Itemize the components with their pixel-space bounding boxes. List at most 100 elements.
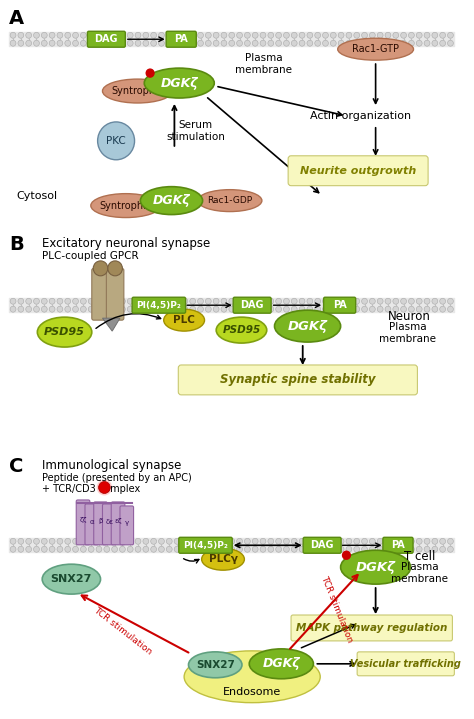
Circle shape: [260, 546, 266, 552]
Text: SNX27: SNX27: [51, 574, 92, 584]
Ellipse shape: [102, 79, 173, 103]
Circle shape: [237, 546, 243, 552]
FancyBboxPatch shape: [324, 297, 356, 313]
Text: TCR stimulation: TCR stimulation: [92, 605, 154, 656]
Circle shape: [190, 546, 196, 552]
Circle shape: [96, 32, 102, 38]
Text: Plasma
membrane: Plasma membrane: [235, 53, 292, 75]
Circle shape: [10, 546, 16, 552]
Circle shape: [73, 306, 79, 312]
Circle shape: [369, 546, 375, 552]
Circle shape: [252, 32, 258, 38]
FancyBboxPatch shape: [179, 537, 232, 553]
Circle shape: [409, 306, 414, 312]
Circle shape: [323, 539, 328, 544]
Ellipse shape: [216, 317, 267, 343]
FancyBboxPatch shape: [92, 268, 109, 320]
Text: Plasma
membrane: Plasma membrane: [391, 562, 448, 584]
Circle shape: [166, 539, 172, 544]
Circle shape: [401, 40, 407, 46]
Text: PA: PA: [174, 35, 188, 45]
Circle shape: [346, 298, 352, 304]
Circle shape: [205, 40, 211, 46]
Circle shape: [299, 306, 305, 312]
Circle shape: [34, 32, 39, 38]
Circle shape: [307, 40, 313, 46]
Circle shape: [198, 298, 203, 304]
Circle shape: [88, 32, 94, 38]
Circle shape: [213, 40, 219, 46]
Circle shape: [26, 40, 32, 46]
Circle shape: [198, 32, 203, 38]
Circle shape: [385, 32, 391, 38]
Circle shape: [292, 539, 297, 544]
Circle shape: [229, 539, 235, 544]
Circle shape: [362, 298, 367, 304]
Circle shape: [229, 32, 235, 38]
Text: TCR stimulation: TCR stimulation: [319, 574, 354, 644]
Circle shape: [49, 546, 55, 552]
Circle shape: [108, 261, 122, 276]
Circle shape: [447, 40, 453, 46]
Circle shape: [369, 298, 375, 304]
Circle shape: [158, 306, 164, 312]
Circle shape: [104, 298, 109, 304]
Text: SNX27: SNX27: [196, 660, 235, 670]
FancyBboxPatch shape: [76, 500, 90, 545]
Circle shape: [440, 539, 446, 544]
Circle shape: [135, 306, 141, 312]
Circle shape: [93, 261, 108, 276]
Circle shape: [166, 32, 172, 38]
Circle shape: [330, 306, 336, 312]
Circle shape: [432, 40, 438, 46]
Circle shape: [354, 32, 360, 38]
Text: PKC: PKC: [106, 136, 126, 146]
Circle shape: [283, 32, 289, 38]
Circle shape: [143, 539, 149, 544]
Text: β: β: [98, 518, 103, 524]
Text: Peptide (presented by an APC): Peptide (presented by an APC): [42, 472, 192, 482]
Circle shape: [362, 40, 367, 46]
Text: PA: PA: [333, 301, 346, 310]
Circle shape: [409, 539, 414, 544]
Text: DGKζ: DGKζ: [263, 657, 300, 670]
Circle shape: [198, 40, 203, 46]
FancyBboxPatch shape: [120, 506, 134, 545]
Circle shape: [190, 40, 196, 46]
Circle shape: [252, 306, 258, 312]
Circle shape: [112, 546, 118, 552]
Circle shape: [409, 546, 414, 552]
Circle shape: [174, 546, 180, 552]
Circle shape: [338, 32, 344, 38]
Circle shape: [158, 40, 164, 46]
Circle shape: [57, 32, 63, 38]
Circle shape: [330, 32, 336, 38]
Circle shape: [299, 298, 305, 304]
Circle shape: [18, 32, 24, 38]
Circle shape: [283, 546, 289, 552]
Circle shape: [323, 306, 328, 312]
Circle shape: [362, 546, 367, 552]
Ellipse shape: [37, 317, 92, 347]
Circle shape: [198, 546, 203, 552]
FancyBboxPatch shape: [132, 297, 186, 313]
Circle shape: [440, 306, 446, 312]
Circle shape: [424, 539, 430, 544]
Circle shape: [393, 306, 399, 312]
Circle shape: [416, 298, 422, 304]
Circle shape: [440, 546, 446, 552]
Circle shape: [401, 306, 407, 312]
Ellipse shape: [249, 649, 313, 679]
Circle shape: [245, 306, 250, 312]
Circle shape: [237, 298, 243, 304]
Text: γ: γ: [125, 521, 129, 526]
Circle shape: [34, 298, 39, 304]
Circle shape: [315, 298, 320, 304]
Circle shape: [440, 40, 446, 46]
Circle shape: [424, 40, 430, 46]
Circle shape: [213, 298, 219, 304]
Circle shape: [213, 32, 219, 38]
Circle shape: [18, 546, 24, 552]
Circle shape: [97, 480, 112, 495]
Circle shape: [416, 546, 422, 552]
